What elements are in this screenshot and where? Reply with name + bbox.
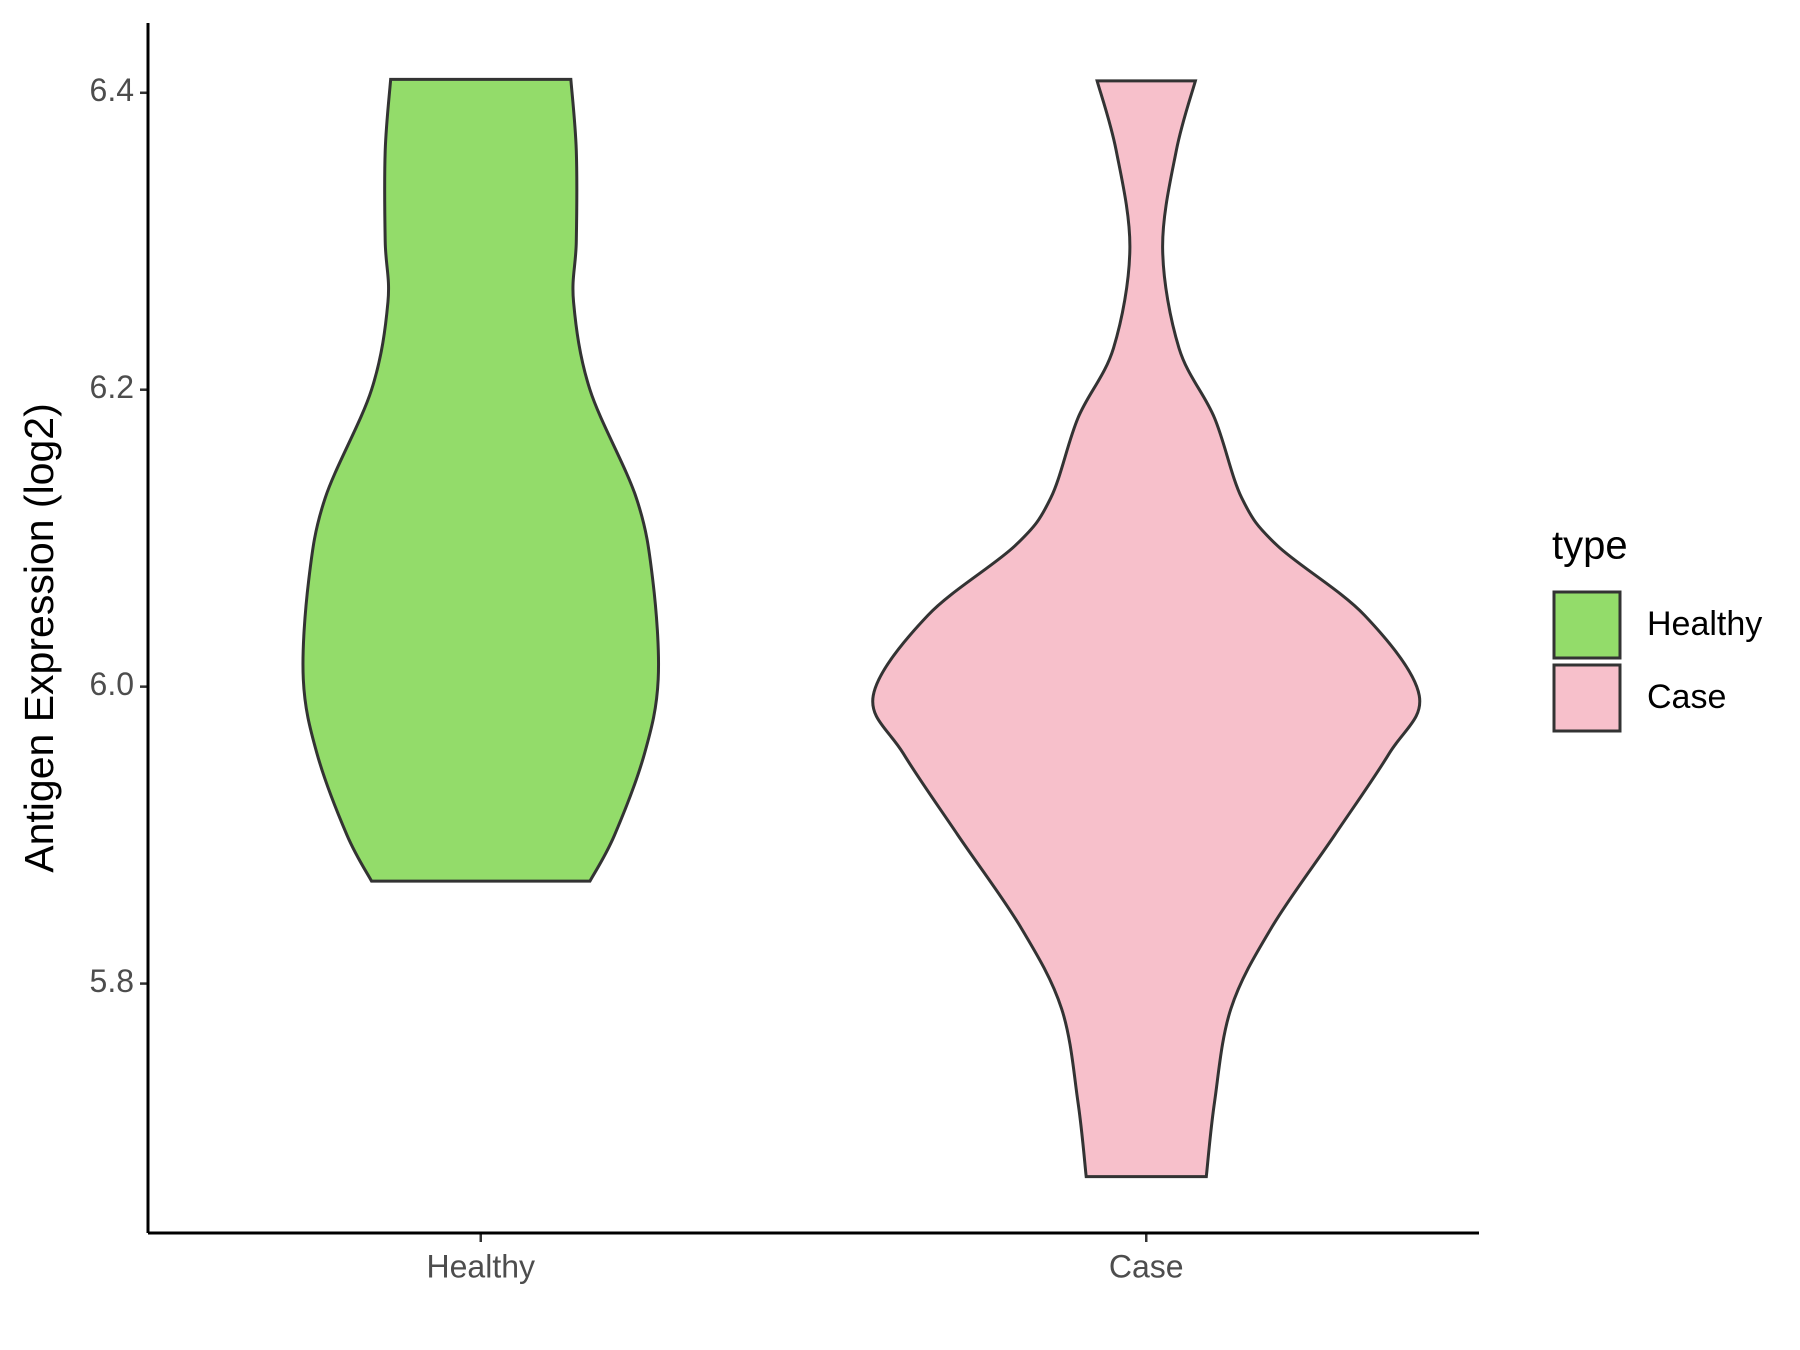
legend-label: Case	[1647, 678, 1726, 716]
y-axis-title: Antigen Expression (log2)	[16, 403, 62, 872]
violin	[871, 79, 1422, 1179]
x-tick-label: Case	[1109, 1248, 1184, 1284]
legend-label: Healthy	[1647, 605, 1762, 643]
legend-title: type	[1552, 524, 1628, 568]
x-tick-label: Healthy	[427, 1248, 536, 1284]
violin	[301, 77, 661, 883]
legend-key	[1552, 663, 1622, 733]
y-tick-label: 6.2	[90, 369, 134, 405]
y-tick-label: 6.0	[90, 666, 134, 702]
y-tick-label: 5.8	[90, 963, 134, 999]
y-tick-label: 6.4	[90, 72, 134, 108]
legend-key	[1552, 590, 1622, 660]
